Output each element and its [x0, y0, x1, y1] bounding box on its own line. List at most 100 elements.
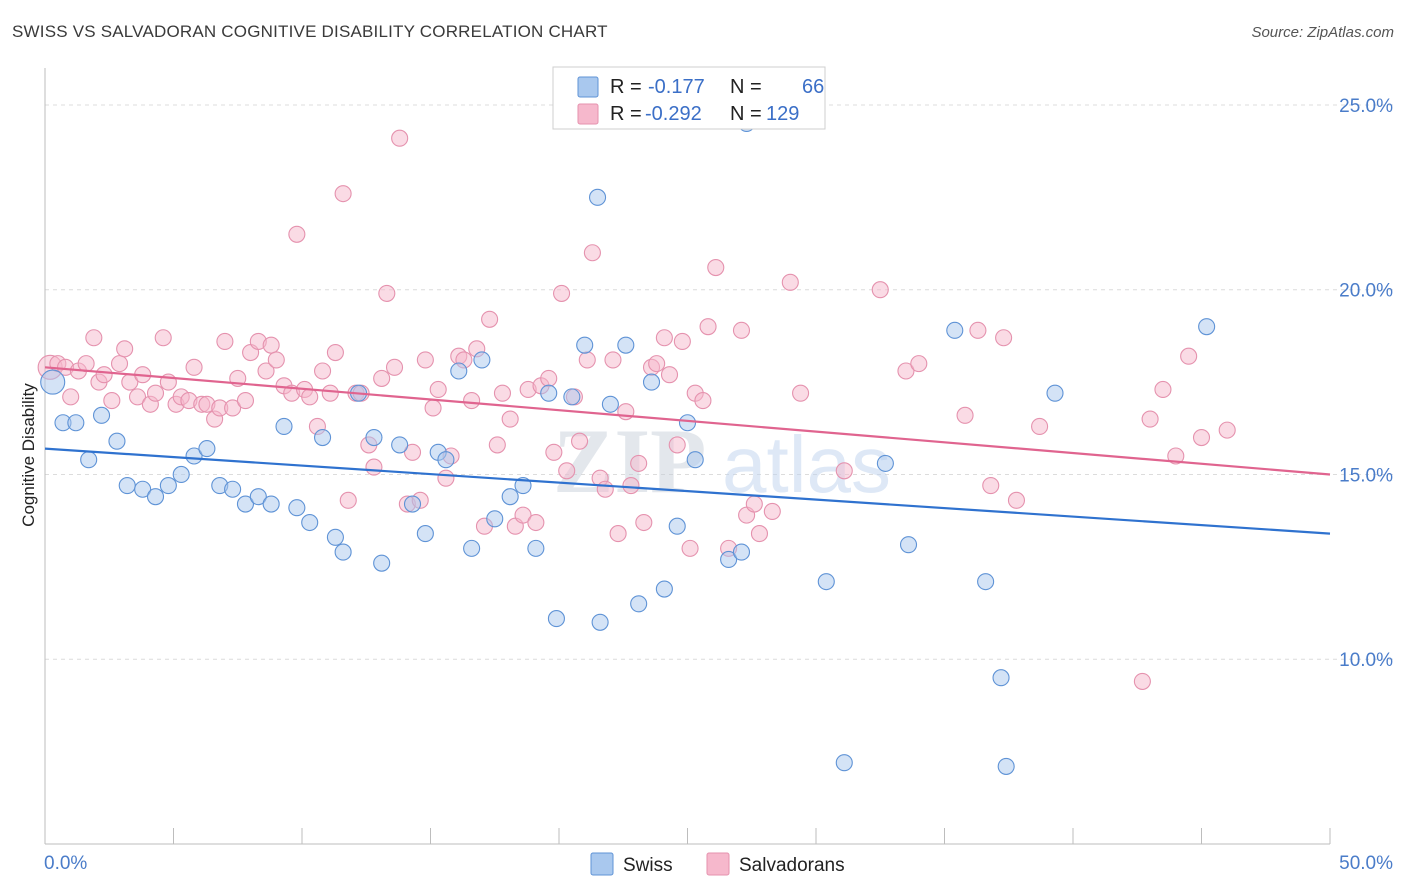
- salvadorans-point-108: [750, 525, 769, 543]
- y-tick-label-0: 10.0%: [1339, 650, 1393, 671]
- salvadorans-point-114: [897, 362, 915, 380]
- salvadorans-point-52: [378, 284, 396, 302]
- salvadorans-point-70: [493, 384, 512, 402]
- salvadorans-point-60: [429, 380, 447, 399]
- salvadorans-point-98: [673, 332, 691, 350]
- salvadorans-point-127: [1192, 428, 1211, 447]
- legend-r-label-2: R =: [610, 103, 642, 125]
- swiss-trend-line: [44, 447, 1331, 535]
- swiss-point-57: [835, 754, 853, 772]
- swiss-point-43: [588, 188, 607, 206]
- salvadorans-point-10: [110, 355, 129, 373]
- salvadorans-point-84: [583, 244, 601, 262]
- salvadorans-point-13: [128, 388, 147, 406]
- series-legend: Swiss Salvadorans: [590, 852, 845, 876]
- swiss-point-50: [668, 517, 686, 535]
- salvadorans-point-126: [1180, 347, 1198, 365]
- salvadorans-point-121: [1031, 417, 1049, 435]
- y-tick-label-2: 20.0%: [1339, 281, 1393, 302]
- salvadorans-point-80: [558, 462, 576, 480]
- salvadorans-points: [37, 129, 1236, 690]
- salvadorans-point-68: [481, 310, 499, 328]
- swiss-point-36: [501, 488, 519, 506]
- x-tick-label-1: 50.0%: [1339, 853, 1393, 874]
- swiss-point-51: [678, 414, 697, 432]
- y-axis-label: Cognitive Disability: [19, 383, 38, 527]
- swiss-point-6: [118, 477, 136, 495]
- swiss-point-60: [946, 321, 964, 339]
- salvadorans-point-113: [871, 281, 889, 299]
- bottom-swatch-swiss: [590, 852, 614, 876]
- salvadorans-point-54: [391, 129, 409, 147]
- swiss-point-16: [249, 488, 267, 506]
- swiss-point-45: [601, 395, 619, 413]
- salvadorans-point-50: [365, 458, 383, 476]
- salvadorans-point-46: [339, 491, 357, 509]
- salvadorans-point-124: [1154, 380, 1172, 399]
- salvadorans-point-38: [288, 225, 306, 243]
- axes: [44, 68, 1331, 845]
- salvadorans-point-95: [655, 329, 673, 347]
- legend-n-value-2: 129: [766, 103, 799, 125]
- swiss-point-54: [732, 543, 751, 561]
- salvadorans-point-119: [995, 329, 1013, 347]
- salvadorans-point-101: [694, 392, 712, 410]
- salvadorans-point-125: [1167, 447, 1185, 465]
- salvadorans-point-8: [95, 366, 113, 384]
- swiss-point-19: [288, 499, 306, 517]
- salvadorans-point-92: [635, 513, 653, 532]
- swiss-point-15: [236, 495, 255, 513]
- salvadorans-point-16: [146, 384, 165, 402]
- swiss-point-23: [334, 543, 352, 561]
- swiss-points: [40, 114, 1216, 775]
- salvadorans-point-42: [314, 362, 332, 380]
- swiss-point-9: [159, 477, 177, 495]
- swiss-point-62: [992, 669, 1010, 687]
- swiss-point-11: [185, 447, 203, 465]
- swiss-point-63: [997, 757, 1015, 775]
- salvadorans-point-59: [424, 399, 442, 417]
- swiss-point-40: [547, 610, 565, 628]
- y-tick-label-3: 25.0%: [1339, 96, 1393, 117]
- swiss-point-64: [1046, 384, 1064, 402]
- swiss-point-18: [275, 417, 293, 435]
- salvadorans-point-40: [301, 388, 319, 406]
- salvadorans-point-22: [185, 358, 203, 376]
- swiss-point-39: [540, 384, 558, 402]
- x-tick-label-0: 0.0%: [44, 853, 87, 874]
- salvadorans-point-90: [622, 477, 640, 495]
- chart-title: SWISS VS SALVADORAN COGNITIVE DISABILITY…: [12, 22, 608, 41]
- salvadorans-point-3: [62, 388, 80, 406]
- swiss-point-14: [224, 480, 242, 498]
- salvadorans-point-122: [1133, 672, 1151, 690]
- swiss-point-53: [720, 550, 738, 569]
- salvadorans-point-43: [321, 384, 339, 402]
- swiss-point-32: [450, 362, 468, 380]
- salvadorans-point-111: [792, 384, 810, 402]
- salvadorans-point-77: [540, 369, 558, 387]
- swiss-point-29: [416, 525, 434, 543]
- salvadorans-point-34: [262, 336, 280, 354]
- legend-r-value-2: -0.292: [645, 103, 702, 125]
- salvadorans-trend-line: [44, 366, 1331, 476]
- swiss-point-10: [172, 465, 190, 484]
- swiss-point-22: [326, 528, 344, 546]
- salvadorans-point-94: [648, 355, 666, 373]
- salvadorans-point-110: [781, 273, 799, 291]
- salvadorans-point-45: [334, 185, 352, 203]
- salvadorans-point-105: [732, 321, 751, 339]
- swiss-point-8: [146, 488, 165, 506]
- source-note: Source: ZipAtlas.com: [1251, 24, 1394, 41]
- salvadorans-point-128: [1218, 421, 1236, 439]
- salvadorans-point-88: [609, 525, 627, 543]
- swiss-point-31: [437, 451, 455, 469]
- salvadorans-point-97: [668, 436, 686, 454]
- salvadorans-point-91: [630, 454, 648, 472]
- swiss-point-49: [655, 580, 673, 598]
- salvadorans-point-51: [373, 369, 391, 387]
- swiss-point-12: [198, 440, 216, 458]
- legend-r-label-1: R =: [610, 76, 642, 98]
- salvadorans-point-61: [437, 469, 455, 487]
- salvadorans-point-53: [385, 358, 404, 376]
